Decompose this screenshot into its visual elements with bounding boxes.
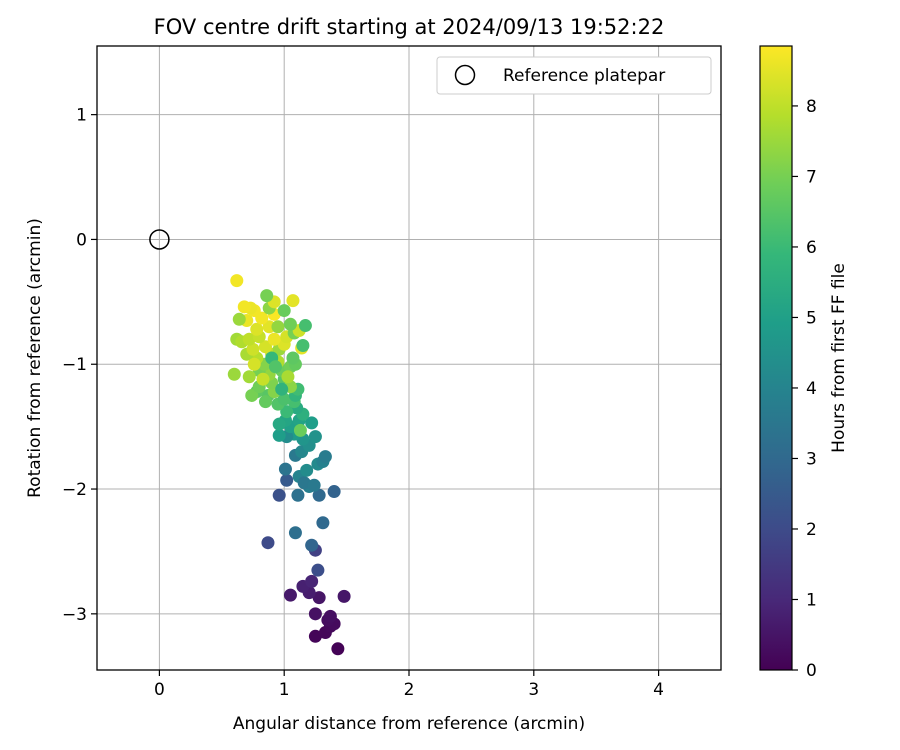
x-tick-label: 1 bbox=[279, 680, 290, 700]
y-axis-label: Rotation from reference (arcmin) bbox=[25, 218, 45, 498]
data-point bbox=[258, 395, 272, 409]
data-point bbox=[245, 388, 259, 402]
data-point bbox=[242, 332, 256, 346]
data-point bbox=[250, 322, 264, 336]
legend-marker bbox=[454, 64, 476, 86]
data-point bbox=[305, 538, 319, 552]
y-tick-label: −2 bbox=[62, 480, 87, 500]
colorbar-label: Hours from first FF file bbox=[829, 263, 849, 453]
y-tick-label: −3 bbox=[62, 605, 87, 625]
x-tick-label: 4 bbox=[653, 680, 664, 700]
data-point bbox=[286, 351, 300, 365]
data-point bbox=[283, 317, 297, 331]
data-point bbox=[260, 289, 274, 303]
x-tick-label: 0 bbox=[154, 680, 165, 700]
data-point bbox=[311, 563, 325, 577]
data-point bbox=[298, 319, 312, 333]
data-point bbox=[232, 312, 246, 326]
data-point bbox=[256, 372, 270, 386]
data-point bbox=[267, 332, 281, 346]
data-point bbox=[268, 360, 282, 374]
x-axis-label: Angular distance from reference (arcmin) bbox=[233, 714, 585, 734]
data-point bbox=[277, 304, 291, 318]
colorbar bbox=[759, 45, 793, 671]
colorbar-tick-label: 0 bbox=[806, 661, 817, 681]
data-point bbox=[288, 526, 302, 540]
data-point bbox=[312, 488, 326, 502]
y-axis-ticks: 1 0 −1 −2 −3 bbox=[62, 106, 97, 625]
legend: Reference platepar bbox=[436, 56, 712, 95]
data-point bbox=[318, 450, 332, 464]
data-point bbox=[277, 392, 291, 406]
data-point bbox=[258, 340, 272, 354]
data-point bbox=[337, 589, 351, 603]
colorbar-tick-label: 6 bbox=[806, 238, 817, 258]
data-point bbox=[305, 416, 319, 430]
x-axis-ticks: 0 1 2 3 4 bbox=[154, 670, 664, 700]
data-point bbox=[275, 382, 289, 396]
data-point bbox=[305, 574, 319, 588]
data-point bbox=[280, 405, 294, 419]
data-point bbox=[227, 367, 241, 381]
data-point bbox=[242, 370, 256, 384]
y-tick-label: −1 bbox=[62, 355, 87, 375]
data-point bbox=[272, 417, 286, 431]
x-tick-label: 2 bbox=[404, 680, 415, 700]
colorbar-tick-label: 5 bbox=[806, 308, 817, 328]
data-point bbox=[316, 516, 330, 530]
data-point bbox=[312, 591, 326, 605]
colorbar-tick-label: 2 bbox=[806, 520, 817, 540]
data-point bbox=[308, 430, 322, 444]
data-point bbox=[278, 462, 292, 476]
reference-marker bbox=[149, 229, 170, 250]
data-point bbox=[300, 463, 314, 477]
data-points bbox=[227, 274, 351, 656]
data-point bbox=[293, 423, 307, 437]
reference-platepar-marker bbox=[149, 229, 170, 250]
colorbar-tick-label: 1 bbox=[806, 590, 817, 610]
data-point bbox=[281, 370, 295, 384]
data-point bbox=[327, 485, 341, 499]
data-point bbox=[230, 274, 244, 288]
x-tick-label: 3 bbox=[528, 680, 539, 700]
data-point bbox=[272, 428, 286, 442]
data-point bbox=[308, 607, 322, 621]
data-point bbox=[246, 342, 260, 356]
y-tick-label: 1 bbox=[76, 106, 87, 126]
data-point bbox=[272, 488, 286, 502]
data-point bbox=[283, 588, 297, 602]
data-point bbox=[286, 294, 300, 308]
colorbar-tick-label: 7 bbox=[806, 167, 817, 187]
legend-entry: Reference platepar bbox=[503, 66, 665, 86]
data-point bbox=[308, 629, 322, 643]
colorbar-tick-label: 8 bbox=[806, 97, 817, 117]
data-point bbox=[307, 478, 321, 492]
data-point bbox=[237, 300, 251, 314]
grid-lines bbox=[97, 46, 721, 670]
data-point bbox=[296, 339, 310, 353]
data-point bbox=[261, 536, 275, 550]
colorbar-tick-label: 4 bbox=[806, 379, 817, 399]
data-point bbox=[297, 476, 311, 490]
data-point bbox=[271, 320, 285, 334]
data-point bbox=[280, 473, 294, 487]
data-point bbox=[247, 357, 261, 371]
legend-box bbox=[436, 56, 712, 95]
data-point bbox=[323, 609, 337, 623]
y-tick-label: 0 bbox=[76, 230, 87, 250]
chart-title: FOV centre drift starting at 2024/09/13 … bbox=[154, 15, 665, 39]
data-point bbox=[331, 642, 345, 656]
data-point bbox=[291, 488, 305, 502]
colorbar-ticks: 0 1 2 3 4 5 6 7 8 bbox=[792, 97, 817, 681]
colorbar-tick-label: 3 bbox=[806, 449, 817, 469]
